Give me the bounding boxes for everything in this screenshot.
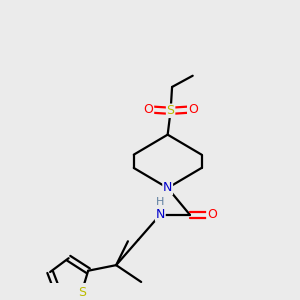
Text: S: S [167,104,175,117]
Text: O: O [144,103,154,116]
Text: S: S [78,286,86,299]
Text: O: O [188,103,198,116]
Text: H: H [156,197,164,207]
Text: N: N [163,182,172,194]
Text: N: N [156,208,165,221]
Text: O: O [207,208,217,221]
